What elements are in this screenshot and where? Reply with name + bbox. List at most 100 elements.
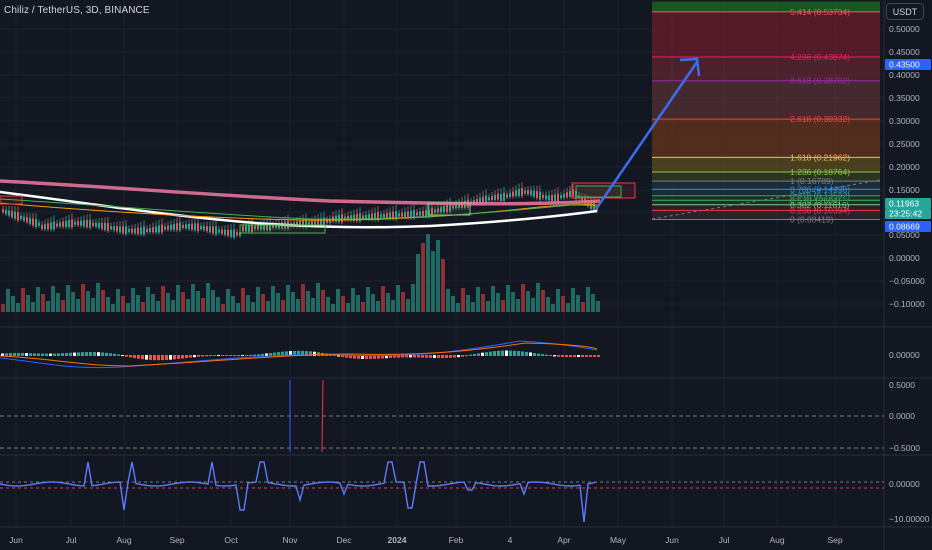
macd-histogram-bar [509, 350, 512, 356]
candle-body [212, 226, 214, 234]
candle-body [161, 224, 163, 233]
fib-level-label: 1.236 (0.18764) [790, 167, 850, 177]
candle-body [86, 220, 88, 228]
macd-histogram-bar [265, 353, 268, 356]
volume-bar [516, 299, 520, 312]
volume-bar [91, 298, 95, 312]
candle-body [551, 194, 553, 201]
time-axis[interactable]: Jun Jul Aug Sep Oct Nov Dec 2024 Feb 4 Apr May Jun Ju… [9, 535, 843, 545]
macd-histogram-bar [409, 355, 412, 358]
symbol-title[interactable]: Chiliz / TetherUS, 3D, BINANCE [4, 5, 150, 16]
volume-bar [156, 301, 160, 312]
range-box-mid[interactable] [239, 224, 326, 234]
candle-body [545, 195, 547, 200]
candle-body [380, 214, 382, 218]
ma-pink-line [0, 179, 601, 206]
fib-level-label: 0.786 (0.14998) [790, 184, 850, 194]
volume-bar [256, 287, 260, 312]
candle-body [563, 193, 565, 198]
candle-body [5, 209, 7, 214]
macd-histogram-bar [109, 353, 112, 356]
candle-body [521, 188, 523, 197]
candle-body [497, 193, 499, 200]
candle-body [191, 223, 193, 230]
candle-body [479, 197, 481, 204]
macd-histogram-bar [161, 355, 164, 361]
candle-body [416, 212, 418, 216]
price-tick-label: 0.45000 [889, 47, 920, 57]
fibonacci-extension-tool[interactable] [652, 1, 880, 220]
macd-histogram-bar [69, 352, 72, 356]
macd-histogram-bar [289, 351, 292, 356]
candle-body [248, 224, 250, 232]
osc2-tick-label: −10.00000 [889, 514, 930, 524]
candle-body [572, 189, 574, 197]
range-box-left[interactable] [0, 195, 23, 205]
candle-body [8, 210, 10, 216]
macd-histogram-bar [293, 350, 296, 356]
macd-histogram-bar [417, 355, 420, 358]
macd-histogram-bar [469, 354, 472, 356]
price-tick-label: 0.30000 [889, 116, 920, 126]
volume-bar [21, 288, 25, 312]
candle-body [419, 211, 421, 216]
macd-histogram-bar [393, 355, 396, 358]
volume-bar [511, 292, 515, 312]
candle-body [32, 218, 34, 226]
macd-histogram-bar [473, 353, 476, 356]
candle-body [236, 232, 238, 236]
macd-histogram-bar [489, 351, 492, 356]
oscillator-1-panel[interactable] [0, 379, 884, 453]
candle-body [269, 222, 271, 231]
macd-histogram-bar [233, 355, 236, 357]
price-tick-label: 0.35000 [889, 93, 920, 103]
candle-body [164, 226, 166, 230]
volume-bar [521, 284, 525, 312]
projection-arrow[interactable] [594, 57, 701, 210]
fib-band [652, 204, 880, 211]
macd-histogram-bar [273, 352, 276, 356]
volume-bar [86, 291, 90, 312]
candle-body [125, 226, 127, 235]
macd-histogram-bar [25, 353, 28, 356]
volume-bar [326, 297, 330, 312]
volume-bar [456, 303, 460, 312]
macd-histogram-bar [101, 352, 104, 356]
volume-bar [396, 285, 400, 312]
currency-button[interactable]: USDT [886, 3, 924, 20]
volume-bar [211, 290, 215, 312]
osc1-tick-label: 0.5000 [889, 380, 915, 390]
volume-bar [361, 302, 365, 312]
macd-histogram-bar [61, 353, 64, 356]
volume-bar [166, 293, 170, 312]
time-axis-label: Jun [665, 535, 679, 545]
candle-body [143, 226, 145, 235]
candle-body [374, 212, 376, 220]
macd-histogram-bar [197, 355, 200, 357]
macd-histogram-bar [429, 355, 432, 358]
volume-bar [176, 285, 180, 312]
macd-histogram-bar [17, 352, 20, 356]
volume-bar [276, 293, 280, 312]
volume-bar [491, 286, 495, 312]
macd-histogram-bar [257, 354, 260, 356]
range-box-green[interactable] [575, 185, 622, 198]
candle-body [326, 219, 328, 223]
volume-bar [561, 296, 565, 312]
macd-histogram-bar [229, 355, 232, 357]
volume-bar [551, 304, 555, 312]
candle-body [389, 212, 391, 219]
volume-bar [126, 303, 130, 312]
candle-body [323, 217, 325, 226]
macd-histogram-bar [485, 352, 488, 356]
candle-body [428, 209, 430, 217]
macd-histogram-bar [245, 354, 248, 356]
candle-body [557, 193, 559, 202]
range-box-feb[interactable] [427, 202, 471, 216]
oscillator-2-panel[interactable] [0, 461, 884, 523]
volume-bar [406, 299, 410, 312]
candle-body [503, 192, 505, 201]
fib-level-label: 0 (0.08419) [790, 214, 834, 224]
time-axis-label: Jul [719, 535, 730, 545]
